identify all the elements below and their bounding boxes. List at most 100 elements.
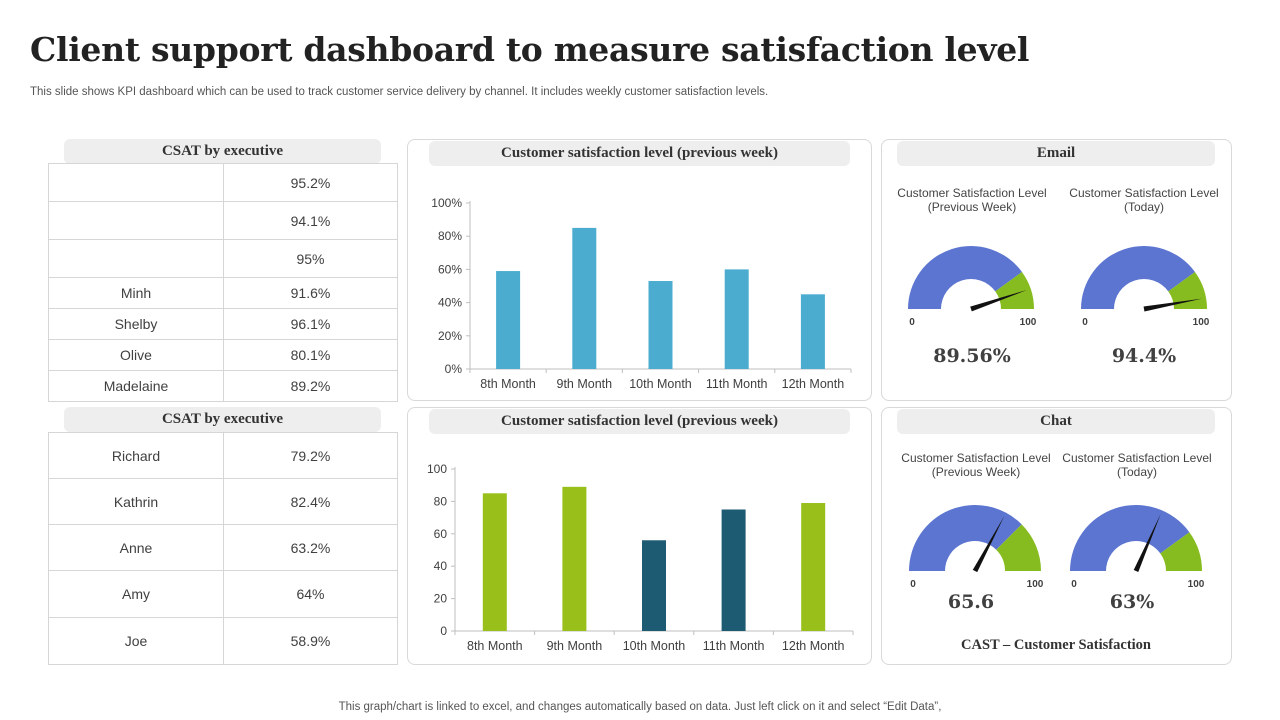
gauge-min-label: 0 [910,579,916,590]
chat-header: Chat [897,409,1215,434]
email-gauge-2-label: Customer Satisfaction Level (Today) [1069,186,1219,214]
bar-3 [648,281,673,369]
chat-gauge-2-value: 63% [1109,591,1155,613]
bar-2 [572,227,597,369]
executive-name: Minh [48,277,224,309]
gauge-max-label: 100 [1027,579,1044,590]
gauge-segment-1 [1070,505,1190,571]
bar-chart-2[interactable]: 0 20 40 60 80 100 8th Month 9th Month 10th Month… [408,408,873,666]
csat-value: 96.1% [223,308,398,340]
gauge-segment-1 [909,505,1022,571]
x-category-label: 10th Month [623,639,686,653]
bar-4 [721,509,746,631]
bar-5 [801,503,826,631]
table-row: Kathrin 82.4% [48,478,398,525]
gauge-segment-2 [1168,271,1207,309]
email-gauge-1-value: 89.56% [933,345,1011,367]
executive-name [48,201,224,240]
executive-name [48,163,224,202]
gauge-min-label: 0 [1071,579,1077,590]
chat-gauge-1-value: 65.6 [947,591,995,613]
y-tick-label: 100% [431,196,462,210]
chat-gauge-2-label: Customer Satisfaction Level (Today) [1062,451,1212,479]
executive-name: Kathrin [48,478,224,525]
csat-value: 64% [223,570,398,618]
y-tick-label: 20% [438,329,462,343]
page-subtitle: This slide shows KPI dashboard which can… [30,86,769,98]
csat-value: 80.1% [223,339,398,371]
email-gauge-1-label: Customer Satisfaction Level (Previous We… [897,186,1047,214]
x-category-label: 11th Month [703,639,765,653]
bar-2 [562,486,587,631]
executive-name: Anne [48,524,224,571]
y-tick-label: 40% [438,296,462,310]
page-title: Client support dashboard to measure sati… [30,30,1030,69]
x-category-label: 9th Month [547,639,603,653]
gauge-segment-2 [1160,532,1202,571]
table-row: Amy 64% [48,570,398,618]
footer-note: This graph/chart is linked to excel, and… [338,701,942,713]
gauge-needle [972,516,1005,573]
y-tick-label: 0% [445,362,463,376]
bar-1 [496,271,521,369]
x-category-label: 8th Month [467,639,523,653]
gauge-segment-2 [995,271,1034,309]
x-category-label: 12th Month [782,639,845,653]
bar-3 [642,540,666,631]
executive-name: Amy [48,570,224,618]
table-row: Richard 79.2% [48,432,398,479]
table-row: 94.1% [48,201,398,240]
gauge-segment-1 [908,246,1022,309]
table-row: 95.2% [48,163,398,202]
table-row: Minh 91.6% [48,277,398,309]
csat-table-2: Richard 79.2% Kathrin 82.4% Anne 63.2% Amy 64% J… [48,432,398,665]
executive-name: Richard [48,432,224,479]
x-category-label: 9th Month [557,377,613,391]
gauge-max-label: 100 [1020,317,1037,328]
csat-value: 91.6% [223,277,398,309]
gauge-needle [970,289,1027,312]
x-category-label: 10th Month [629,377,692,391]
table-row: Madelaine 89.2% [48,370,398,402]
executive-name [48,239,224,278]
gauge-max-label: 100 [1193,317,1210,328]
executive-name: Olive [48,339,224,371]
csat-value: 79.2% [223,432,398,479]
csat-value: 63.2% [223,524,398,571]
csat-value: 89.2% [223,370,398,402]
executive-name: Madelaine [48,370,224,402]
bar-chart-1[interactable]: 0% 20% 40% 60% 80% 100% 8th Month 9th Month 10th… [408,140,873,402]
email-gauge-2-value: 94.4% [1111,345,1177,367]
bar-chart-2-title: Customer satisfaction level (previous we… [429,409,850,434]
csat-value: 58.9% [223,617,398,665]
gauge-needle [1133,514,1161,572]
chat-panel: Chat Customer Satisfaction Level (Previo… [881,407,1232,665]
x-category-label: 11th Month [706,377,768,391]
y-tick-label: 20 [434,592,448,606]
x-category-label: 12th Month [782,377,845,391]
executive-name: Shelby [48,308,224,340]
gauge-min-label: 0 [909,317,915,328]
csat-value: 95% [223,239,398,278]
gauge-needle [1143,298,1203,312]
gauge-max-label: 100 [1188,579,1205,590]
table-row: Joe 58.9% [48,617,398,665]
table-row: Anne 63.2% [48,524,398,571]
email-panel: Email Customer Satisfaction Level (Previ… [881,139,1232,401]
csat-value: 95.2% [223,163,398,202]
y-tick-label: 100 [427,462,447,476]
bar-chart-1-title: Customer satisfaction level (previous we… [429,141,850,166]
email-header: Email [897,141,1215,166]
y-tick-label: 60% [438,262,462,276]
table-row: 95% [48,239,398,278]
table-row: Shelby 96.1% [48,308,398,340]
bar-chart-2-panel: Customer satisfaction level (previous we… [407,407,872,665]
csat-value: 82.4% [223,478,398,525]
chat-gauge-1-label: Customer Satisfaction Level (Previous We… [901,451,1051,479]
gauge-segment-2 [996,524,1041,571]
executive-name: Joe [48,617,224,665]
gauge-min-label: 0 [1082,317,1088,328]
y-tick-label: 0 [440,624,447,638]
email-gauge-1: 0 100 0 100 [908,245,1210,328]
csat-table-1-header: CSAT by executive [64,139,381,164]
